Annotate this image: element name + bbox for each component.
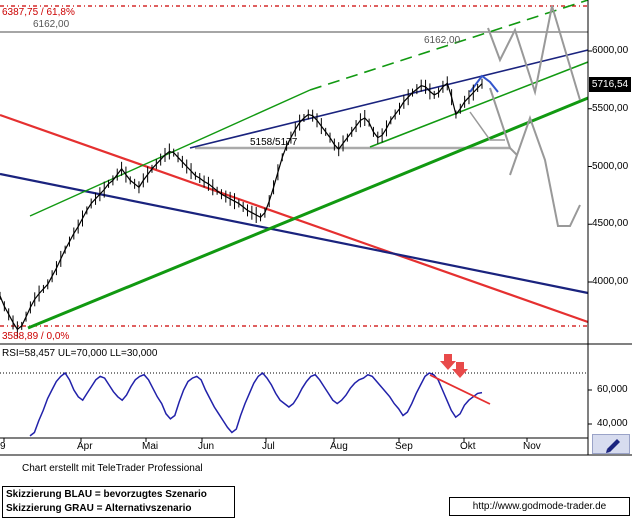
legend-grey-text: Skizzierung GRAU = Alternativszenario — [6, 503, 192, 514]
pen-icon — [606, 439, 620, 453]
time-tick-label: Aug — [330, 441, 348, 452]
drawing-tool-button[interactable] — [592, 434, 630, 454]
rsi-tick-label: 40,000 — [597, 418, 628, 429]
price-tick-label: 5000,00 — [592, 160, 629, 172]
green-support-line — [27, 96, 589, 330]
grey-scenario-upper — [487, 5, 581, 101]
time-tick-label: 9 — [0, 441, 6, 452]
green-channel-upper-dashed — [309, 0, 589, 91]
blue-scenario-sketch — [469, 74, 499, 93]
price-pane — [0, 0, 589, 338]
sell-arrow-icon — [452, 362, 468, 378]
price-tick-label: 5500,00 — [592, 102, 629, 114]
blue-channel-line — [189, 49, 589, 149]
time-tick-label: Mai — [142, 441, 159, 452]
level-5158-label: 5158/5177 — [250, 137, 298, 148]
source-url-link[interactable]: http://www.godmode-trader.de — [449, 497, 630, 516]
time-tick-label: Apr — [77, 441, 93, 452]
rsi-downtrend-line — [429, 374, 491, 405]
time-tick-label: Nov — [523, 441, 541, 452]
time-tick-label: Jul — [262, 441, 275, 452]
price-tick-label: 6000,00 — [592, 45, 629, 56]
grey-scenario-lower — [489, 87, 581, 227]
rsi-label: RSI=58,457 UL=70,000 LL=30,000 — [2, 348, 158, 359]
green-channel-inner — [369, 61, 589, 148]
level-6162-right-label: 6162,00 — [424, 35, 461, 46]
green-channel-upper-solid — [29, 89, 311, 217]
price-line — [0, 82, 483, 331]
created-with-text: Chart erstellt mit TeleTrader Profession… — [22, 463, 203, 474]
level-6162-left-label: 6162,00 — [33, 19, 70, 30]
rsi-line — [29, 371, 483, 437]
blue-downtrend-line — [0, 172, 589, 295]
legend-box: Skizzierung BLAU = bevorzugtes Szenario … — [2, 486, 235, 518]
fibo-top-label: 6387,75 / 61,8% — [2, 7, 75, 18]
time-tick-label: Jun — [198, 441, 215, 452]
price-tick-label: 4500,00 — [592, 218, 629, 230]
price-tick-label: 4000,00 — [592, 276, 629, 287]
fibo-bottom-label: 3588,89 / 0,0% — [2, 331, 70, 342]
sell-arrow-icon — [440, 354, 456, 370]
current-price-box: 5716,54 — [589, 77, 631, 92]
axes — [0, 0, 632, 456]
time-tick-label: Okt — [460, 441, 476, 452]
time-tick-label: Sep — [395, 441, 413, 452]
grey-scenario-mid — [469, 111, 505, 141]
rsi-pane — [0, 354, 588, 437]
legend-blue-text: Skizzierung BLAU = bevorzugtes Szenario — [6, 489, 207, 500]
rsi-tick-label: 60,000 — [597, 384, 628, 395]
